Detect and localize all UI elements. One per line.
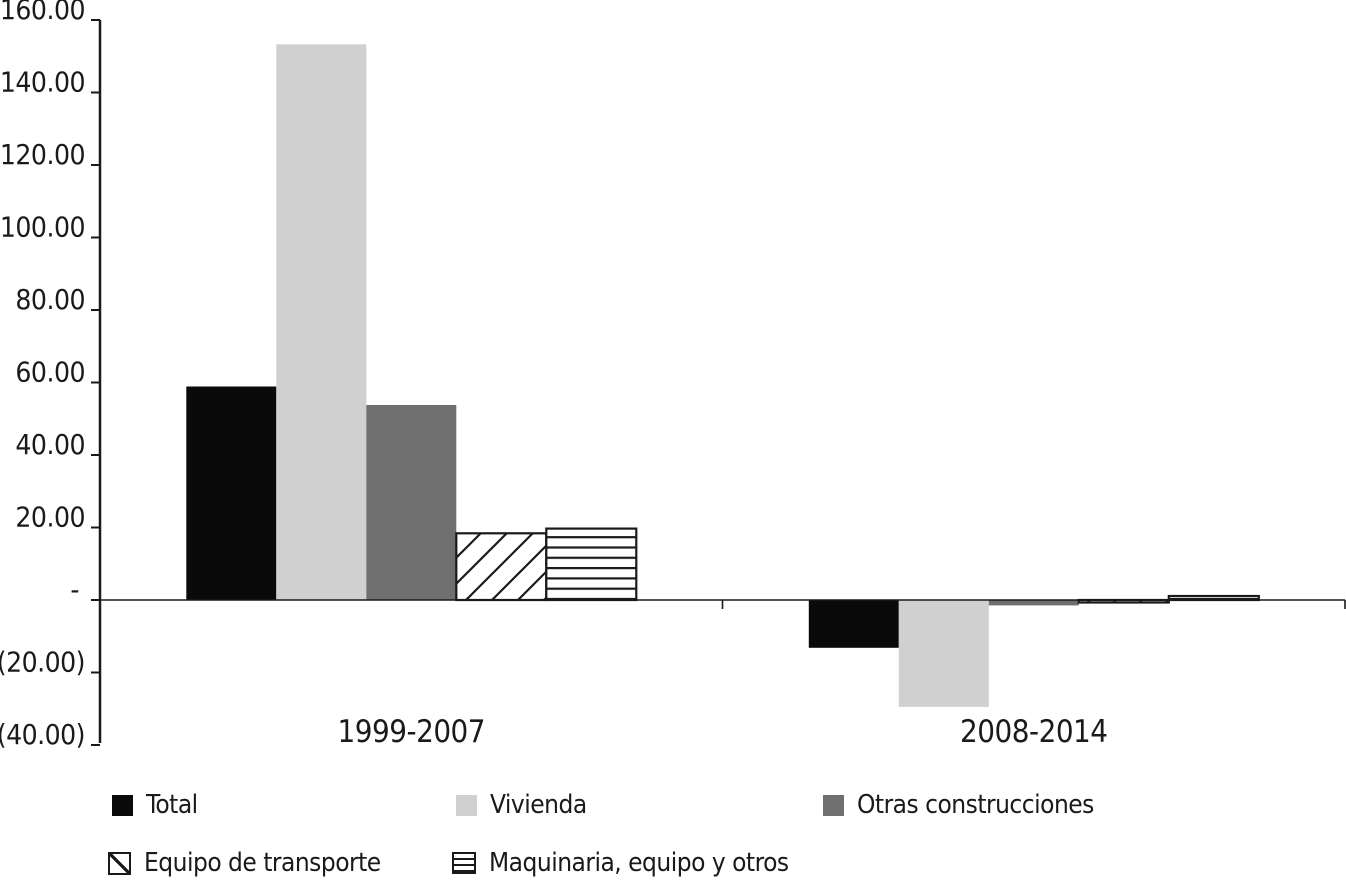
y-tick-label: 140.00 (0, 66, 85, 99)
bar-otras-construcciones-1999-2007 (366, 405, 457, 600)
y-tick-label: (40.00) (0, 718, 85, 751)
y-tick-label: 40.00 (15, 428, 85, 461)
bar-total-1999-2007 (186, 386, 277, 600)
bar-total-2008-2014 (808, 600, 899, 648)
y-tick-label: 60.00 (15, 356, 85, 389)
y-tick-label: 100.00 (0, 211, 85, 244)
bar-otras-construcciones-2008-2014 (988, 600, 1079, 606)
y-tick-label: 20.00 (15, 501, 85, 534)
y-tick-label: 120.00 (0, 138, 85, 171)
bar-equipo-de-transporte-1999-2007 (455, 532, 548, 602)
y-tick-label: 160.00 (0, 0, 85, 26)
y-tick-label: 80.00 (15, 283, 85, 316)
y-tick-label: - (70, 573, 79, 606)
category-label-2008-2014: 2008-2014 (960, 714, 1108, 750)
category-label-1999-2007: 1999-2007 (338, 714, 486, 750)
y-tick-label: (20.00) (0, 646, 85, 679)
bar-vivienda-2008-2014 (898, 600, 989, 707)
bar-maquinaria-equipo-y-otros-1999-2007 (545, 527, 638, 602)
bar-vivienda-1999-2007 (276, 44, 367, 601)
